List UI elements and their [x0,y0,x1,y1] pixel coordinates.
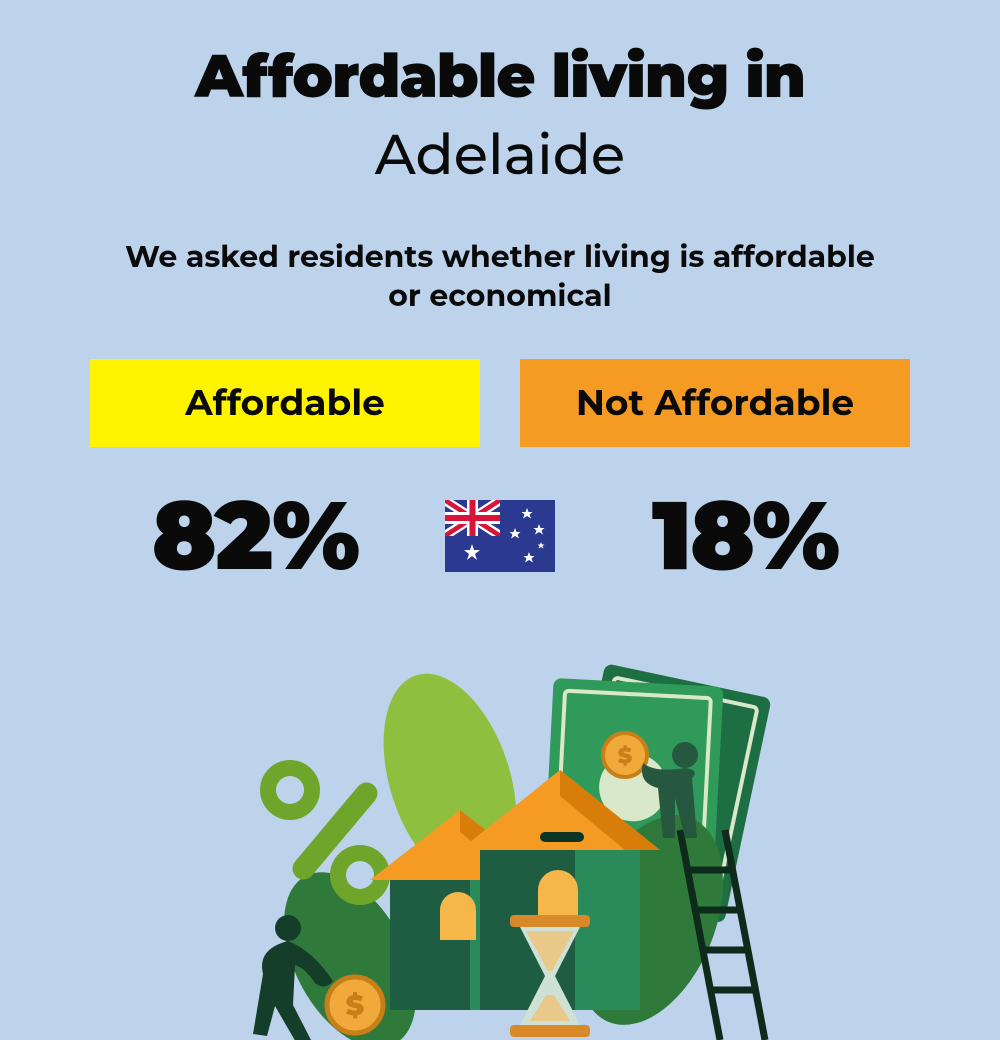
australia-flag-icon [445,500,555,572]
option-pills: Affordable Not Affordable [0,359,1000,447]
svg-text:$: $ [346,989,365,1023]
housing-savings-illustration: $ $ [180,660,820,1040]
not-affordable-value: 18% [585,477,905,594]
affordable-pill: Affordable [90,359,480,447]
title-line2: Adelaide [0,121,1000,189]
subtitle: We asked residents whether living is aff… [120,237,880,315]
not-affordable-pill: Not Affordable [520,359,910,447]
value-row: 82% [0,477,1000,594]
title-line1: Affordable living in [0,40,1000,113]
affordable-value: 82% [95,477,415,594]
svg-text:$: $ [618,742,633,769]
